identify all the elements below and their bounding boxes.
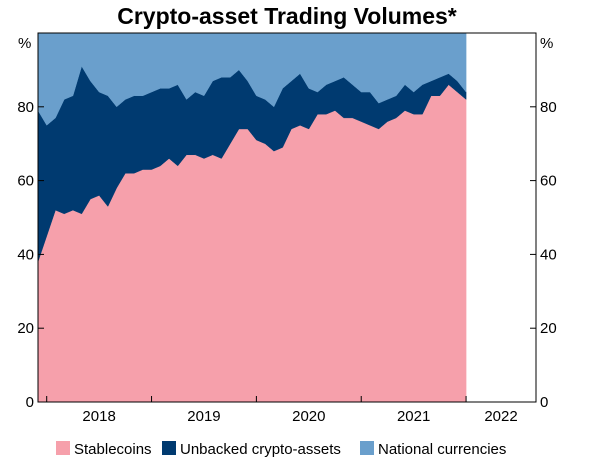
- legend-swatch: [56, 441, 70, 455]
- legend-label: National currencies: [378, 441, 506, 458]
- y-tick-label-right: 0: [540, 394, 548, 411]
- plot-frame: [37, 32, 537, 403]
- y-tick-label-right: 20: [540, 320, 557, 337]
- chart-title: Crypto-asset Trading Volumes*: [117, 3, 457, 29]
- legend-label: Unbacked crypto-assets: [180, 441, 341, 458]
- y-tick-label-left: 40: [17, 246, 34, 263]
- y-tick-label-right: 60: [540, 173, 557, 190]
- x-tick-label: 2018: [82, 408, 115, 425]
- legend-swatch: [162, 441, 176, 455]
- y-tick-label-left: 80: [17, 99, 34, 116]
- legend-item-unbacked: Unbacked crypto-assets: [162, 441, 341, 458]
- legend: Stablecoins Unbacked crypto-assets Nationa…: [56, 441, 506, 458]
- legend-item-national: National currencies: [360, 441, 506, 458]
- y-axis-unit-left: %: [18, 35, 31, 52]
- y-tick-label-right: 80: [540, 99, 557, 116]
- x-tick-label: 2019: [187, 408, 220, 425]
- y-tick-label-left: 20: [17, 320, 34, 337]
- legend-swatch: [360, 441, 374, 455]
- legend-item-stablecoins: Stablecoins: [56, 441, 152, 458]
- y-axis-unit-right: %: [540, 35, 553, 52]
- x-tick-label: 2020: [292, 408, 325, 425]
- area-layer: [37, 32, 467, 403]
- axes-layer: [37, 32, 537, 403]
- legend-label: Stablecoins: [74, 441, 152, 458]
- x-tick-label: 2021: [397, 408, 430, 425]
- y-tick-label-right: 40: [540, 246, 557, 263]
- y-tick-label-left: 0: [26, 394, 34, 411]
- y-tick-label-left: 60: [17, 173, 34, 190]
- x-tick-label: 2022: [484, 408, 517, 425]
